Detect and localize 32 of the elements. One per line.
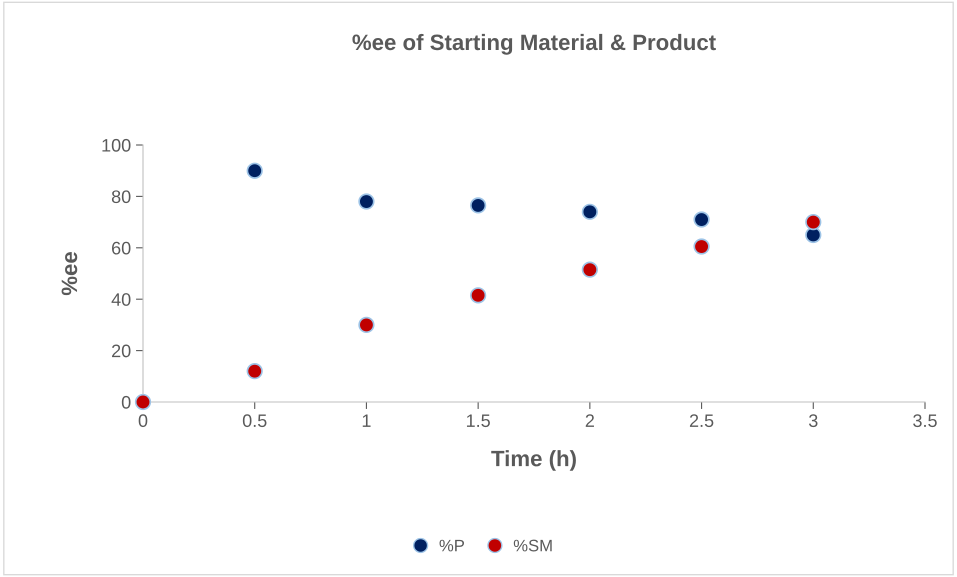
- x-tick-label: 0.5: [242, 414, 267, 428]
- x-tick-label: 0: [138, 414, 148, 428]
- chart-title: %ee of Starting Material & Product: [352, 34, 716, 55]
- y-tick-label: 20: [112, 344, 130, 358]
- point: [693, 238, 710, 255]
- point: [805, 226, 822, 244]
- point: [582, 204, 598, 220]
- legend-label: %SM: [514, 540, 552, 552]
- point: [134, 394, 152, 410]
- point: [246, 162, 263, 179]
- point: [246, 363, 263, 380]
- legend-label: %P: [440, 540, 464, 552]
- point: [805, 214, 822, 230]
- y-axis-title: %ee: [62, 252, 78, 296]
- point: [470, 197, 486, 214]
- point: [470, 287, 486, 304]
- x-tick-label: 1.5: [466, 414, 490, 428]
- point: [358, 316, 375, 334]
- y-tick-label: 80: [112, 190, 130, 204]
- x-tick-label: 1: [362, 414, 371, 427]
- x-tick-label: 3: [808, 414, 818, 428]
- y-tick-label: 60: [112, 242, 130, 255]
- y-tick-label: 40: [112, 293, 130, 306]
- x-axis-title: Time (h): [491, 450, 576, 471]
- y-tick-label: 0: [122, 396, 130, 409]
- point: [693, 211, 710, 228]
- y-tick-label: 100: [102, 138, 130, 152]
- point: [358, 193, 375, 210]
- x-tick-label: 3.5: [913, 414, 937, 428]
- x-tick-label: 2.5: [690, 414, 714, 428]
- x-tick-label: 2: [586, 414, 594, 427]
- point: [582, 262, 598, 278]
